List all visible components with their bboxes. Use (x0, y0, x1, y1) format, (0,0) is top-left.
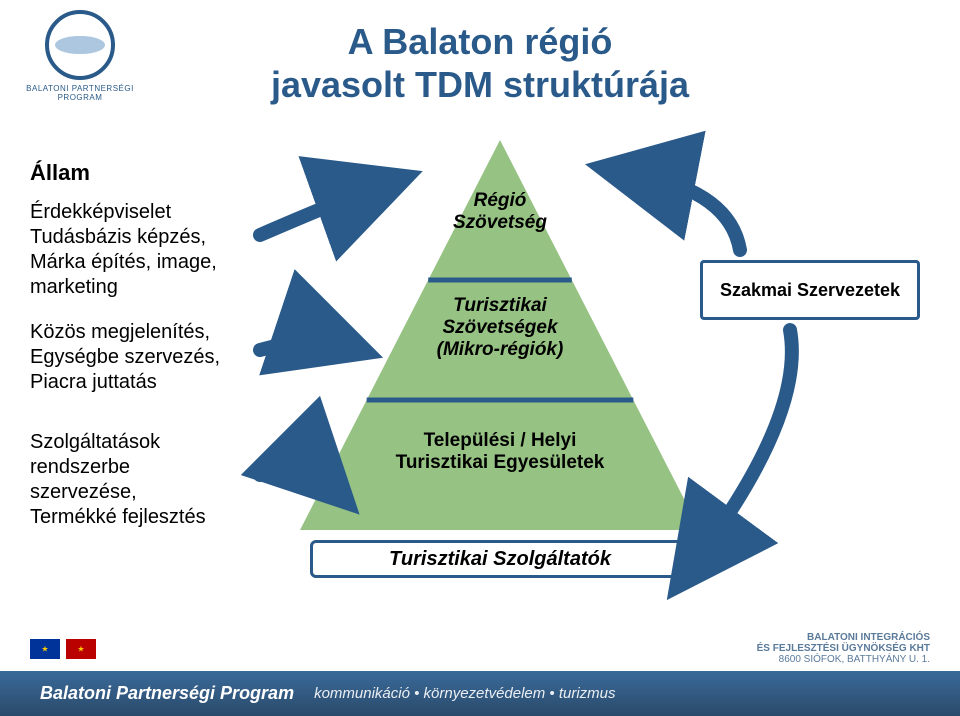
pyramid-level-0: RégióSzövetség (300, 190, 700, 234)
base-bar-label: Turisztikai Szolgáltatók (389, 548, 611, 571)
left-block-1: Közös megjelenítés, Egységbe szervezés, Pi… (30, 320, 290, 395)
pyramid-level-line: (Mikro-régiók) (437, 339, 564, 360)
title-line-2: javasolt TDM struktúrája (271, 64, 689, 105)
pyramid-diagram: RégióSzövetség TurisztikaiSzövetségek(Mik… (300, 140, 700, 540)
footer-agency: BALATONI INTEGRÁCIÓSÉS FEJLESZTÉSI ÜGYNÖ… (757, 632, 930, 665)
pyramid-level-2: Települési / HelyiTurisztikai Egyesülete… (300, 430, 700, 474)
footer-brand: Balatoni Partnerségi Program (40, 683, 294, 704)
left-line: Érdekképviselet (30, 201, 171, 223)
left-block-2: Szolgáltatások rendszerbe szervezése, Termé… (30, 430, 290, 530)
right-box-label: Szakmai Szervezetek (720, 280, 900, 301)
left-line: szervezése, (30, 481, 137, 503)
footer-org: BALATONI INTEGRÁCIÓSÉS FEJLESZTÉSI ÜGYNÖ… (757, 632, 930, 654)
left-line: rendszerbe (30, 456, 130, 478)
title-line-1: A Balaton régió (348, 21, 613, 62)
logo-text-2: PROGRAM (20, 93, 140, 102)
arrow (700, 330, 792, 555)
footer-bar: Balatoni Partnerségi Program kommunikáci… (0, 671, 960, 716)
eu-block (30, 639, 96, 659)
left-column: Állam (30, 160, 290, 200)
left-line: Tudásbázis képzés, (30, 226, 206, 248)
pyramid-level-line: Turisztikai (453, 295, 547, 316)
base-bar: Turisztikai Szolgáltatók (310, 540, 690, 578)
pyramid-level-line: Régió (474, 190, 527, 211)
left-line: Termékké fejlesztés (30, 506, 206, 528)
left-line: Szolgáltatások (30, 431, 160, 453)
slide-title: A Balaton régió javasolt TDM struktúrája (200, 20, 760, 106)
footer-tags: kommunikáció • környezetvédelem • turizm… (314, 685, 615, 702)
footer-addr: 8600 SIÓFOK, BATTHYÁNY U. 1. (757, 654, 930, 665)
footer: BALATONI INTEGRÁCIÓSÉS FEJLESZTÉSI ÜGYNÖ… (0, 626, 960, 716)
left-block-0: Érdekképviselet Tudásbázis képzés, Márka é… (30, 200, 290, 300)
logo-emblem (45, 10, 115, 80)
pyramid-level-1: TurisztikaiSzövetségek(Mikro-régiók) (300, 295, 700, 361)
left-line: Márka építés, image, marketing (30, 251, 217, 298)
left-heading: Állam (30, 160, 290, 186)
pyramid-level-line: Szövetség (453, 212, 547, 233)
pyramid-level-line: Települési / Helyi (424, 430, 577, 451)
hu-flag-icon (66, 639, 96, 659)
pyramid-level-line: Turisztikai Egyesületek (396, 452, 605, 473)
eu-flag-icon (30, 639, 60, 659)
left-line: Egységbe szervezés, (30, 346, 220, 368)
logo-text-1: BALATONI PARTNERSÉGI (20, 84, 140, 93)
left-line: Közös megjelenítés, (30, 321, 210, 343)
left-line: Piacra juttatás (30, 371, 157, 393)
footer-upper: BALATONI INTEGRÁCIÓSÉS FEJLESZTÉSI ÜGYNÖ… (0, 626, 960, 671)
right-box: Szakmai Szervezetek (700, 260, 920, 320)
pyramid-level-line: Szövetségek (442, 317, 557, 338)
logo: BALATONI PARTNERSÉGI PROGRAM (20, 10, 140, 102)
